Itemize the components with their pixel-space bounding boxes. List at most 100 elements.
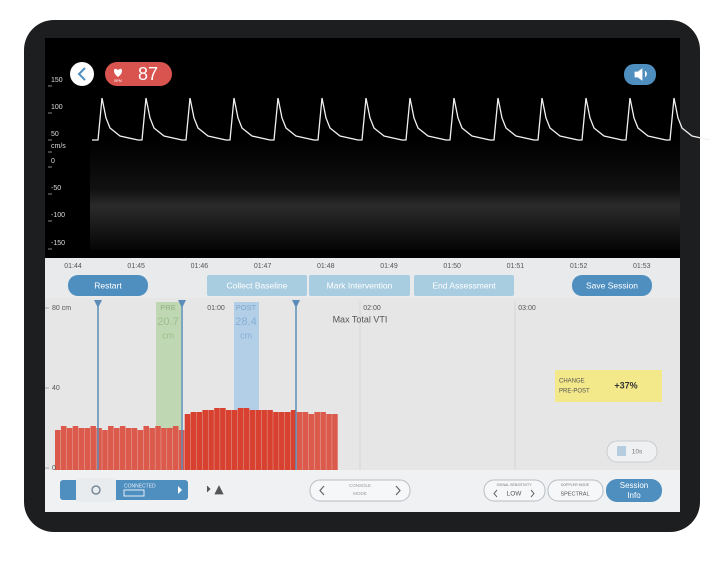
- speaker-icon: [634, 68, 647, 81]
- vti-bar: [119, 426, 126, 470]
- vti-bar: [60, 426, 67, 470]
- time-strip: [45, 258, 680, 272]
- vti-bar: [326, 414, 332, 470]
- doppler-mode-control[interactable]: [547, 479, 604, 502]
- session-info-label: Session: [620, 481, 648, 490]
- vti-axis: 80 cm 40 0: [45, 305, 71, 472]
- change-label: CHANGE: [559, 379, 585, 385]
- y-tick-label: 40: [52, 385, 60, 392]
- vti-bar: [214, 408, 220, 470]
- doppler-axis-label: -100: [51, 212, 65, 219]
- doppler-axis-label: 150: [51, 77, 63, 84]
- vti-bar: [208, 410, 214, 470]
- bluetooth-warning: [206, 485, 224, 495]
- back-icon: [77, 67, 86, 81]
- time-label: 01:49: [380, 263, 398, 270]
- vti-bar: [66, 428, 73, 470]
- vti-bar: [220, 408, 226, 470]
- post-label: POST: [236, 303, 257, 312]
- chart-title: Max Total VTI: [333, 314, 388, 324]
- post-value: 28.4: [235, 316, 256, 328]
- vti-bar: [131, 428, 138, 470]
- vti-bar: [279, 412, 285, 470]
- y-tick-label: 80 cm: [52, 305, 71, 312]
- vti-bar: [78, 428, 85, 470]
- session-info-button[interactable]: [606, 479, 662, 502]
- time-label: 01:47: [254, 263, 272, 270]
- connection-status: CONNECTED: [124, 483, 156, 489]
- vti-bar: [55, 430, 61, 470]
- vti-bar: [261, 410, 267, 470]
- vti-bar: [108, 426, 114, 470]
- action-button[interactable]: [207, 275, 307, 296]
- doppler-speckle: [90, 140, 680, 250]
- action-button-label: Save Session: [586, 280, 638, 290]
- action-button-label: Mark Intervention: [327, 280, 393, 290]
- window-label: 10s: [632, 449, 643, 456]
- vti-bar: [161, 428, 167, 470]
- vti-bar: [149, 428, 155, 470]
- console-mode-control[interactable]: [309, 479, 411, 502]
- time-label: 01:45: [127, 263, 145, 270]
- doppler-waveform: [92, 97, 711, 141]
- vti-bar: [225, 410, 232, 470]
- vti-bar: [296, 412, 303, 470]
- vti-bar: [290, 410, 297, 470]
- y-tick-label: 0: [52, 465, 56, 472]
- vti-bar: [90, 426, 96, 470]
- vti-bar: [249, 410, 256, 470]
- change-box: [555, 370, 662, 402]
- chart-time-label: 02:00: [363, 305, 381, 312]
- doppler-mode-label: DOPPLER MODE: [561, 483, 590, 487]
- action-button[interactable]: [68, 275, 148, 296]
- vti-bar: [113, 428, 120, 470]
- action-button[interactable]: [309, 275, 410, 296]
- sensitivity-label: SIGNAL SENSITIVITY: [496, 483, 532, 487]
- action-button[interactable]: [414, 275, 514, 296]
- pre-unit: cm: [162, 330, 174, 340]
- time-label: 01:53: [633, 263, 651, 270]
- action-button-label: End Assessment: [432, 280, 496, 290]
- time-label: 01:50: [443, 263, 461, 270]
- chart-time-label: 03:00: [518, 305, 536, 312]
- vti-bar: [308, 414, 315, 470]
- time-label: 01:51: [507, 263, 525, 270]
- pre-value: 20.7: [157, 316, 178, 328]
- vti-bar: [202, 410, 208, 470]
- chart-time-labels: 01:00 02:00 03:00: [207, 305, 536, 312]
- vti-bar: [302, 412, 309, 470]
- vti-bar: [196, 412, 203, 470]
- vti-bar: [72, 426, 79, 470]
- markers: [94, 300, 300, 470]
- vti-bar: [143, 426, 150, 470]
- pre-label: PRE: [160, 303, 175, 312]
- vti-bar: [184, 414, 191, 470]
- sensitivity-control[interactable]: [483, 479, 546, 502]
- doppler-axis-label: 100: [51, 104, 63, 111]
- time-labels: 01:44 01:45 01:46 01:47 01:48 01:49 01:50 01:51…: [64, 263, 650, 270]
- buttons: Restart Collect Baseline Mark Intervention…: [68, 275, 652, 296]
- action-button[interactable]: [572, 275, 652, 296]
- heart-rate: 87: [138, 64, 158, 84]
- vti-bars: [55, 408, 338, 470]
- vti-bar: [314, 412, 321, 470]
- vti-bar: [190, 412, 197, 470]
- sync-button[interactable]: [76, 478, 116, 502]
- action-button-label: Collect Baseline: [227, 280, 288, 290]
- heart-icon: [114, 68, 122, 77]
- vti-bar: [284, 412, 291, 470]
- doppler-axis-label: -50: [51, 185, 61, 192]
- back-button[interactable]: [70, 62, 94, 86]
- vti-bar: [255, 410, 262, 470]
- change-label: PRE-POST: [559, 389, 590, 395]
- doppler-axis-label: 50: [51, 131, 59, 138]
- post-band: [234, 302, 259, 410]
- console-label: MODE: [353, 491, 367, 496]
- pre-band: [156, 302, 181, 430]
- post-unit: cm: [240, 330, 252, 340]
- window-icon: [617, 446, 626, 456]
- doppler-mode-value: SPECTRAL: [560, 491, 589, 497]
- time-label: 01:48: [317, 263, 335, 270]
- session-info-label: Info: [627, 491, 641, 500]
- vti-bar: [320, 412, 326, 470]
